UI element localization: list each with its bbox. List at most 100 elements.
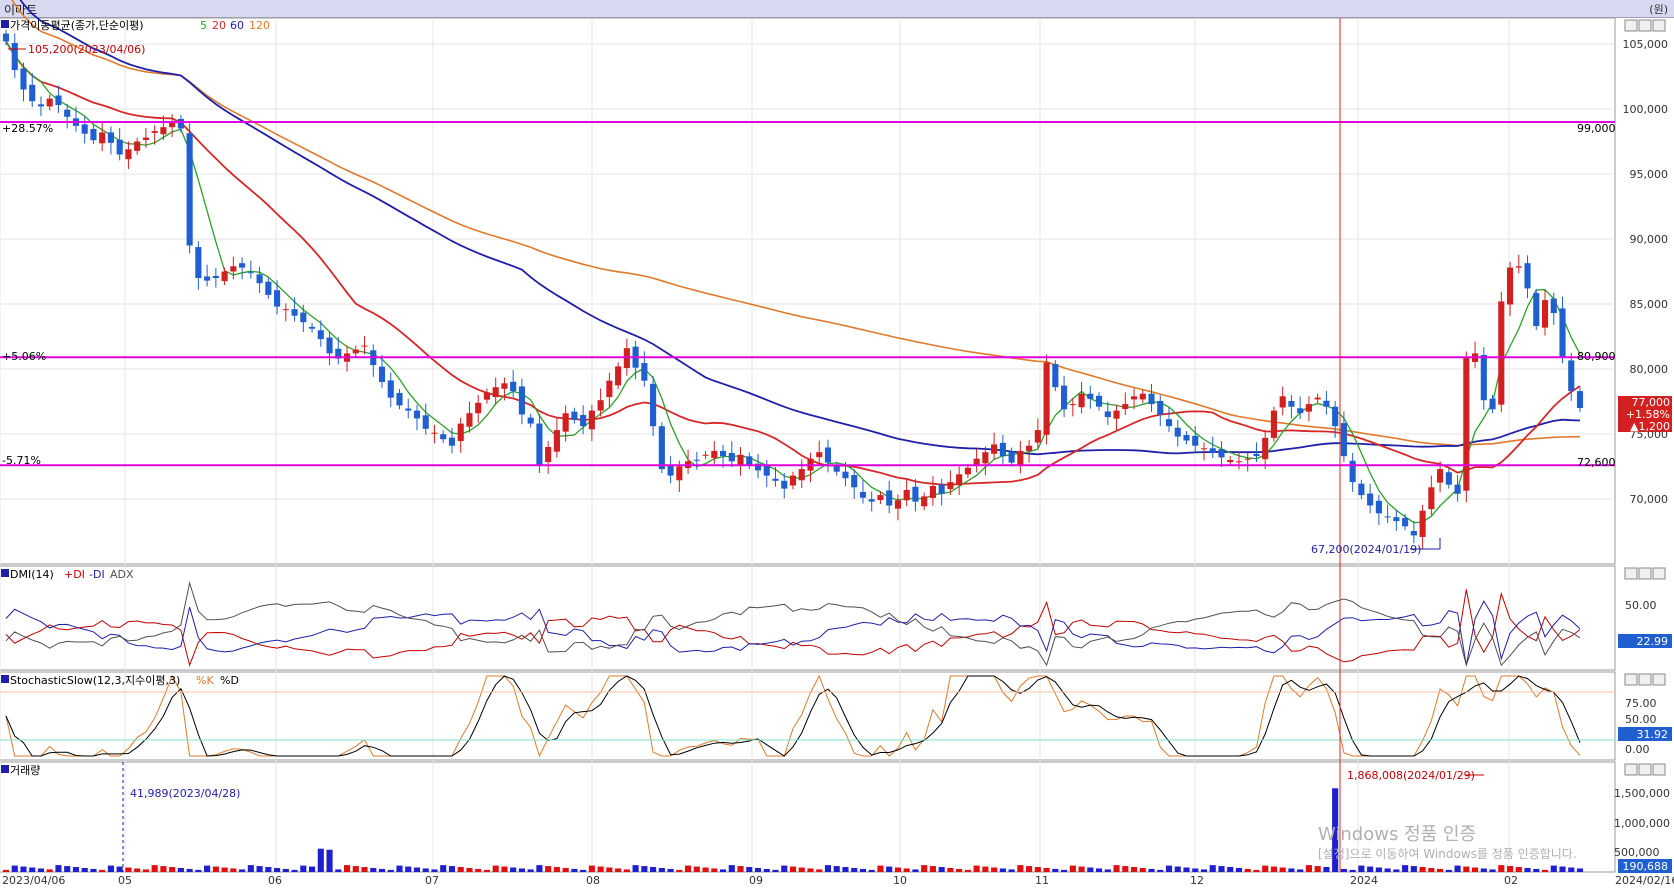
- candle-body: [964, 467, 971, 475]
- volume-bar: [553, 867, 560, 872]
- candle-body: [580, 415, 587, 427]
- price-title: 가격이동평균(종가,단순이평): [10, 19, 144, 32]
- candle-body: [527, 417, 534, 424]
- candle-body: [483, 392, 491, 400]
- volume-bar: [29, 867, 36, 872]
- candle-body: [1419, 510, 1426, 537]
- svg-text:500,000: 500,000: [1614, 846, 1660, 859]
- volume-bar: [212, 866, 219, 872]
- stoch-d-label: %D: [220, 674, 239, 687]
- volume-bar: [239, 869, 246, 872]
- candle-body: [107, 132, 114, 143]
- price-tick-label: 95,000: [1630, 168, 1669, 181]
- volume-bar: [1218, 866, 1225, 872]
- candle-body: [422, 415, 429, 429]
- panel-control-button[interactable]: [1638, 567, 1652, 580]
- panel-control-button[interactable]: [1624, 567, 1638, 580]
- watermark-subtitle: [설정]으로 이동하여 Windows를 정품 인증합니다.: [1318, 847, 1577, 861]
- volume-bar: [387, 869, 394, 872]
- volume-bar: [1026, 866, 1033, 872]
- candle-body: [571, 411, 578, 420]
- candle-body: [134, 141, 141, 151]
- volume-bar: [754, 867, 762, 872]
- price-axis: 105,000100,00095,00090,00085,00080,00075…: [1623, 38, 1669, 506]
- panel-control-button[interactable]: [1624, 763, 1638, 776]
- panel-control-button[interactable]: [1638, 673, 1652, 686]
- stoch-k-line: [5, 674, 1581, 758]
- volume-bar: [1200, 869, 1208, 872]
- panel-control-button[interactable]: [1624, 19, 1638, 32]
- candle-body: [510, 381, 517, 392]
- candle-body: [693, 459, 700, 461]
- panel-control-button[interactable]: [1652, 673, 1666, 686]
- volume-bar: [693, 866, 700, 872]
- volume-bar: [588, 865, 595, 872]
- volume-bar: [1297, 869, 1304, 872]
- volume-bar: [1568, 867, 1575, 872]
- panel-control-button[interactable]: [1638, 763, 1652, 776]
- candle-body: [921, 496, 928, 507]
- volume-bar: [1349, 869, 1356, 872]
- pct-top-label: +28.57%: [2, 122, 53, 135]
- date-tick-label: 08: [586, 874, 600, 887]
- last-price: 77,000: [1632, 396, 1671, 409]
- candle-body: [195, 247, 202, 278]
- volume-bar: [1498, 865, 1505, 872]
- candle-body: [737, 454, 744, 466]
- panel-control-button[interactable]: [1652, 19, 1666, 32]
- volume-bar: [55, 865, 62, 872]
- candle-body: [641, 363, 648, 381]
- candle-body: [1165, 419, 1173, 427]
- svg-text:0.00: 0.00: [1625, 743, 1650, 756]
- volume-bar: [606, 867, 613, 872]
- candle-body: [1428, 487, 1435, 510]
- svg-text:1,000,000: 1,000,000: [1614, 817, 1670, 830]
- candle-body: [55, 95, 62, 106]
- candle-body: [1375, 500, 1382, 514]
- candle-body: [650, 383, 657, 427]
- candle-body: [116, 139, 123, 155]
- volume-bar: [457, 867, 464, 872]
- volume-bar: [1410, 866, 1417, 872]
- candle-body: [728, 452, 735, 462]
- volume-bar: [527, 869, 534, 872]
- panel-controls[interactable]: [1624, 19, 1666, 776]
- panel-control-button[interactable]: [1652, 567, 1666, 580]
- volume-bar: [466, 867, 473, 872]
- volume-bar: [501, 866, 508, 872]
- candle-body: [1157, 400, 1164, 415]
- candle-body: [492, 387, 499, 398]
- volume-bar: [1463, 866, 1470, 872]
- svg-text:1,500,000: 1,500,000: [1614, 787, 1670, 800]
- candle-body: [1437, 469, 1444, 483]
- volume-bar: [1095, 868, 1103, 872]
- panel-control-button[interactable]: [1652, 763, 1666, 776]
- volume-bar: [632, 865, 639, 872]
- panel-control-button[interactable]: [1624, 673, 1638, 686]
- volume-bar: [1061, 869, 1068, 872]
- volume-bar: [833, 866, 840, 872]
- volume-bar: [798, 867, 805, 872]
- panel-control-button[interactable]: [1638, 19, 1652, 32]
- volume-bar: [1541, 869, 1549, 872]
- candle-body: [2, 33, 10, 42]
- candle-body: [396, 392, 403, 406]
- candle-body: [1262, 437, 1269, 460]
- low-annotation: 67,200(2024/01/19): [1311, 543, 1421, 556]
- volume-max-annotation: 1,868,008(2024/01/29): [1347, 769, 1475, 782]
- volume-bar: [1358, 865, 1365, 872]
- volume-bar: [352, 866, 359, 872]
- candle-body: [230, 266, 237, 272]
- candle-body: [973, 458, 980, 465]
- candle-body: [204, 276, 211, 281]
- volume-bar: [405, 866, 412, 872]
- price-tick-label: 85,000: [1630, 298, 1669, 311]
- candle-body: [1200, 448, 1208, 450]
- ma20-label: 20: [212, 19, 226, 32]
- volume-bar: [1454, 865, 1461, 872]
- candle-body: [711, 450, 718, 458]
- volume-bar: [274, 867, 281, 872]
- horizontal-guide-lines: [0, 121, 1615, 467]
- candle-body: [781, 480, 788, 489]
